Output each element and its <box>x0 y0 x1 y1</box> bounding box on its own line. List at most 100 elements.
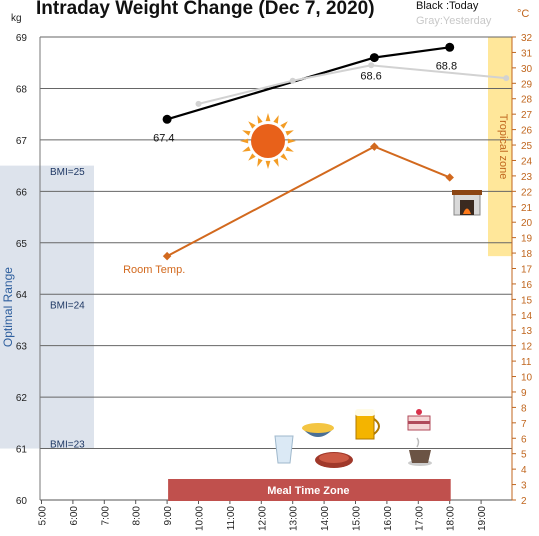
x-tick-label: 5:00 <box>38 506 49 526</box>
today-data-label: 67.4 <box>153 132 174 144</box>
sun-ray <box>280 121 288 129</box>
today-data-label: 68.6 <box>360 71 381 83</box>
chart-title: Intraday Weight Change (Dec 7, 2020) <box>36 0 375 19</box>
y-right-tick-label: 30 <box>521 64 533 75</box>
y-right-tick-label: 3 <box>521 481 527 492</box>
y-left-tick-label: 67 <box>16 136 28 147</box>
y-left-tick-label: 65 <box>16 239 28 250</box>
sun-ray <box>257 115 263 124</box>
fireplace-mantel <box>452 190 482 195</box>
today-point <box>162 114 172 124</box>
beer-handle <box>373 418 380 435</box>
yesterday-point <box>195 100 202 107</box>
y-left-tick-label: 69 <box>16 33 28 44</box>
bmi-label: BMI=23 <box>50 439 85 450</box>
x-tick-label: 7:00 <box>100 506 111 526</box>
y-right-tick-label: 27 <box>521 110 533 121</box>
cake-cherry <box>416 409 422 415</box>
sun-ray <box>285 146 294 152</box>
x-tick-label: 19:00 <box>477 506 488 531</box>
series-line-today <box>166 46 450 121</box>
y-right-tick-label: 28 <box>521 95 533 106</box>
y-right-tick-label: 8 <box>521 403 527 414</box>
yesterday-point <box>289 77 296 84</box>
optimal-range-band <box>0 165 94 449</box>
y-right-tick-label: 12 <box>521 342 533 353</box>
y-left-tick-label: 64 <box>16 290 28 301</box>
y-right-tick-label: 5 <box>521 450 527 461</box>
y-right-tick-label: 26 <box>521 126 533 137</box>
temp-point <box>370 142 379 151</box>
yesterday-point <box>503 75 510 82</box>
sun-ray <box>273 158 279 167</box>
y-left-tick-label: 63 <box>16 342 28 353</box>
sun-ray <box>248 153 256 161</box>
series-line-yesterday <box>198 64 507 105</box>
y-right-tick-label: 21 <box>521 203 533 214</box>
today-data-label: 68.8 <box>436 60 457 72</box>
x-tick-label: 14:00 <box>320 506 331 531</box>
y-left-tick-label: 68 <box>16 84 28 95</box>
sun-ray <box>273 115 279 124</box>
x-tick-label: 16:00 <box>383 506 394 531</box>
y-left-tick-label: 61 <box>16 445 28 456</box>
today-point <box>369 53 379 63</box>
y-right-tick-label: 20 <box>521 218 533 229</box>
legend-yesterday: Gray:Yesterday <box>416 15 492 27</box>
y-left-tick-label: 66 <box>16 187 28 198</box>
x-tick-label: 13:00 <box>289 506 300 531</box>
y-right-tick-label: 9 <box>521 388 527 399</box>
series-line-room-temp <box>166 145 451 258</box>
steak-top <box>319 453 349 463</box>
y-right-tick-label: 15 <box>521 295 533 306</box>
x-tick-label: 17:00 <box>414 506 425 531</box>
y-right-tick-label: 22 <box>521 187 533 198</box>
y-right-tick-label: 18 <box>521 249 533 260</box>
meal-time-zone-label: Meal Time Zone <box>267 485 349 497</box>
coffee-icon <box>409 450 431 463</box>
temp-point <box>162 251 172 261</box>
sun-ray <box>240 138 249 144</box>
sun-ray <box>280 153 288 161</box>
y-right-tick-label: 14 <box>521 311 533 322</box>
x-tick-label: 12:00 <box>257 506 268 531</box>
x-tick-label: 11:00 <box>226 506 237 531</box>
y-left-tick-label: 60 <box>16 496 28 507</box>
x-tick-label: 8:00 <box>132 506 143 526</box>
left-axis-unit: kg <box>11 13 22 24</box>
beer-foam <box>355 409 375 416</box>
y-right-tick-label: 31 <box>521 48 533 59</box>
y-right-tick-label: 23 <box>521 172 533 183</box>
x-tick-label: 10:00 <box>195 506 206 531</box>
optimal-range-label: Optimal Range <box>1 267 15 347</box>
y-right-tick-label: 32 <box>521 33 533 44</box>
sun-ray <box>248 121 256 129</box>
y-right-tick-label: 19 <box>521 234 533 245</box>
y-right-tick-label: 25 <box>521 141 533 152</box>
right-axis-unit: °C <box>517 8 530 20</box>
room-temp-label: Room Temp. <box>123 264 185 276</box>
water-glass-icon <box>274 435 294 464</box>
y-right-tick-label: 17 <box>521 265 533 276</box>
y-right-tick-label: 29 <box>521 79 533 90</box>
y-right-tick-label: 13 <box>521 326 533 337</box>
sun-ray <box>257 158 263 167</box>
beer-icon <box>355 413 375 440</box>
y-right-tick-label: 10 <box>521 373 533 384</box>
bmi-label: BMI=24 <box>50 301 85 312</box>
soup-surface <box>302 423 334 433</box>
y-right-tick-label: 2 <box>521 496 527 507</box>
y-right-tick-label: 11 <box>521 357 532 368</box>
y-right-tick-label: 4 <box>521 465 527 476</box>
y-right-tick-label: 7 <box>521 419 527 430</box>
sun-ray <box>242 130 251 136</box>
sun-ray <box>287 138 296 144</box>
today-point <box>445 42 455 52</box>
x-tick-label: 18:00 <box>446 506 457 531</box>
bmi-label: BMI=25 <box>50 167 85 178</box>
fireplace-opening <box>460 200 474 215</box>
x-tick-label: 6:00 <box>69 506 80 526</box>
y-left-tick-label: 62 <box>16 393 28 404</box>
sun-ray <box>242 146 251 152</box>
